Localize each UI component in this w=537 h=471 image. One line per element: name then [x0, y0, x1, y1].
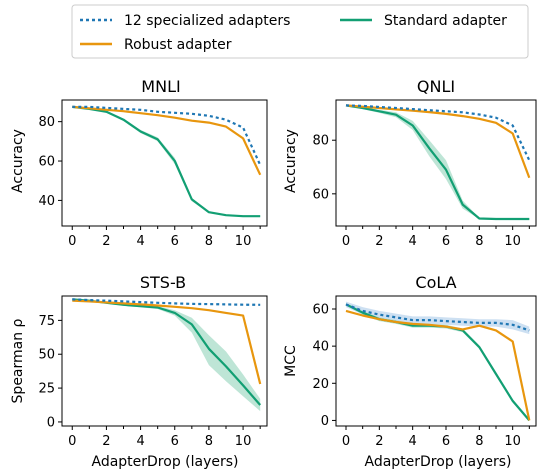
- x-tick-label: 0: [68, 434, 76, 449]
- y-tick-label: 60: [38, 155, 55, 170]
- x-tick-label: 4: [136, 434, 144, 449]
- series-line-specialized: [345, 303, 530, 332]
- x-tick-label: 8: [205, 234, 213, 249]
- plot-area: 40 60 80 0 2 4 6 8 10: [38, 99, 268, 249]
- x-axis-label: AdapterDrop (layers): [364, 454, 511, 470]
- x-axis-label: AdapterDrop (layers): [91, 454, 238, 470]
- x-tick-label: 0: [342, 234, 350, 249]
- legend-frame: [71, 4, 529, 59]
- y-tick-label: 80: [312, 134, 329, 149]
- x-tick-label: 2: [375, 234, 383, 249]
- series-line-robust: [345, 309, 531, 421]
- x-tick-label: 2: [102, 234, 110, 249]
- y-tick-label: 75: [38, 314, 55, 329]
- y-tick-label: 80: [38, 115, 55, 130]
- x-tick-label: 8: [475, 234, 483, 249]
- plot-area: 0 25 50 75 0 2 4 6 8 10: [38, 295, 268, 449]
- plot-area: 0 20 40 60 0 2 4 6 8 10: [312, 295, 537, 449]
- panel-sts-b: STS-B Spearman ρ AdapterDrop (layers) 0 2…: [10, 273, 268, 470]
- y-tick-label: 0: [47, 415, 55, 430]
- x-tick-label: 2: [375, 434, 383, 449]
- panel-title: MNLI: [141, 77, 180, 96]
- x-tick-label: 4: [409, 434, 417, 449]
- y-tick-label: 50: [38, 348, 55, 363]
- y-tick-label: 40: [38, 194, 55, 209]
- confidence-band-standard: [72, 106, 261, 217]
- series-line-specialized: [345, 104, 531, 161]
- y-axis-label: Spearman ρ: [10, 318, 26, 403]
- x-tick-label: 2: [102, 434, 110, 449]
- y-tick-label: 0: [321, 414, 329, 429]
- axes-frame: [61, 295, 268, 427]
- panel-title: STS-B: [140, 273, 186, 292]
- y-tick-label: 60: [312, 303, 329, 318]
- x-tick-label: 6: [442, 434, 450, 449]
- y-tick-label: 20: [312, 377, 329, 392]
- y-tick-label: 40: [312, 340, 329, 355]
- series-line-specialized: [72, 298, 261, 306]
- x-tick-label: 10: [235, 234, 252, 249]
- legend: 12 specialized adapters Standard adapter…: [71, 4, 529, 59]
- y-tick-label: 60: [312, 187, 329, 202]
- series-line-standard: [72, 105, 261, 218]
- x-tick-label: 0: [68, 234, 76, 249]
- x-tick-label: 8: [475, 434, 483, 449]
- y-axis-label: MCC: [283, 345, 299, 377]
- series-line-robust: [72, 105, 262, 176]
- panel-mnli: MNLI Accuracy 40 60 80 0 2 4 6 8 10: [10, 77, 268, 249]
- x-tick-label: 0: [342, 434, 350, 449]
- panel-qnli: QNLI Accuracy 60 80 0 2 4 6 8 10: [283, 77, 537, 249]
- legend-label-robust: Robust adapter: [124, 37, 232, 53]
- panel-cola: CoLA MCC AdapterDrop (layers) 0 20 40 60 0 2 4…: [283, 273, 537, 470]
- x-tick-label: 8: [205, 434, 213, 449]
- confidence-band-standard: [346, 104, 530, 220]
- series-line-standard: [72, 298, 262, 406]
- panel-title: QNLI: [417, 77, 455, 96]
- axes-frame: [335, 99, 537, 227]
- x-tick-label: 4: [409, 234, 417, 249]
- series-line-robust: [72, 299, 262, 385]
- x-tick-label: 10: [504, 434, 521, 449]
- legend-label-specialized: 12 specialized adapters: [124, 13, 290, 29]
- axes-frame: [335, 295, 537, 427]
- legend-label-standard: Standard adapter: [384, 13, 507, 29]
- x-tick-label: 6: [442, 234, 450, 249]
- x-tick-label: 4: [136, 234, 144, 249]
- series-line-specialized: [72, 105, 262, 166]
- panel-title: CoLA: [415, 273, 456, 292]
- x-tick-label: 6: [171, 234, 179, 249]
- axes-frame: [61, 99, 268, 227]
- x-tick-label: 10: [235, 434, 252, 449]
- y-axis-label: Accuracy: [10, 129, 26, 193]
- series-line-standard: [345, 104, 530, 221]
- x-tick-label: 6: [171, 434, 179, 449]
- y-tick-label: 25: [38, 382, 55, 397]
- x-tick-label: 10: [504, 234, 521, 249]
- plot-area: 60 80 0 2 4 6 8 10: [312, 99, 537, 249]
- confidence-band-standard: [72, 299, 261, 412]
- y-axis-label: Accuracy: [283, 129, 299, 193]
